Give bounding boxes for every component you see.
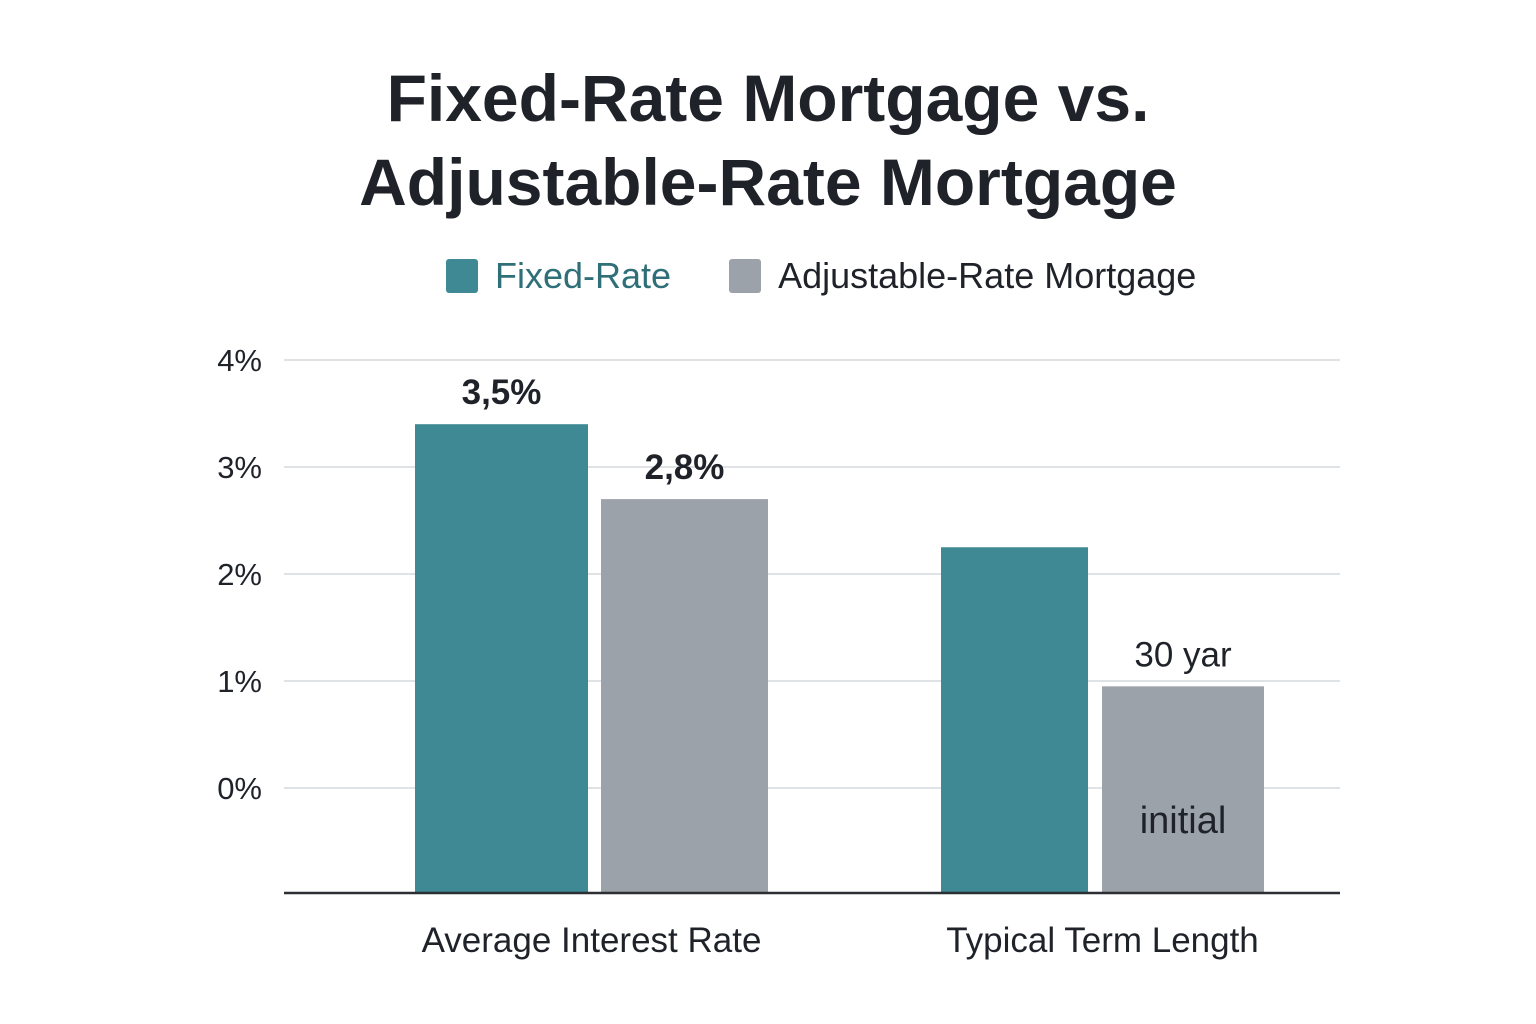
legend-item-adjustable: Adjustable-Rate Mortgage <box>729 256 1196 296</box>
bar-fixed <box>941 547 1088 893</box>
x-category-label: Typical Term Length <box>946 921 1259 960</box>
bar-adjustable <box>1102 686 1264 893</box>
y-tick-label: 2% <box>217 557 262 592</box>
y-tick-label: 3% <box>217 450 262 485</box>
legend-swatch-adjustable <box>729 259 762 293</box>
legend-swatch-fixed <box>446 259 478 293</box>
data-label: 2,8% <box>645 448 725 487</box>
bar-fixed <box>415 424 588 893</box>
legend-item-fixed: Fixed-Rate <box>446 256 671 296</box>
legend: Fixed-Rate Adjustable-Rate Mortgage <box>446 256 1254 296</box>
chart-title-line-1: Fixed-Rate Mortgage vs. <box>386 61 1150 135</box>
legend-label-adjustable: Adjustable-Rate Mortgage <box>778 255 1197 296</box>
y-tick-label: 4% <box>217 343 262 378</box>
data-label: 30 yar <box>1134 635 1232 674</box>
y-tick-label: 0% <box>217 771 262 806</box>
chart-title: Fixed-Rate Mortgage vs. Adjustable-Rate … <box>0 56 1536 224</box>
data-label: 3,5% <box>462 373 542 412</box>
x-category-label: Average Interest Rate <box>422 921 762 960</box>
chart-title-line-2: Adjustable-Rate Mortgage <box>359 145 1177 219</box>
legend-label-fixed: Fixed-Rate <box>495 255 672 296</box>
y-tick-label: 1% <box>217 664 262 699</box>
bar-adjustable <box>601 499 768 893</box>
data-label: initial <box>1140 800 1227 842</box>
